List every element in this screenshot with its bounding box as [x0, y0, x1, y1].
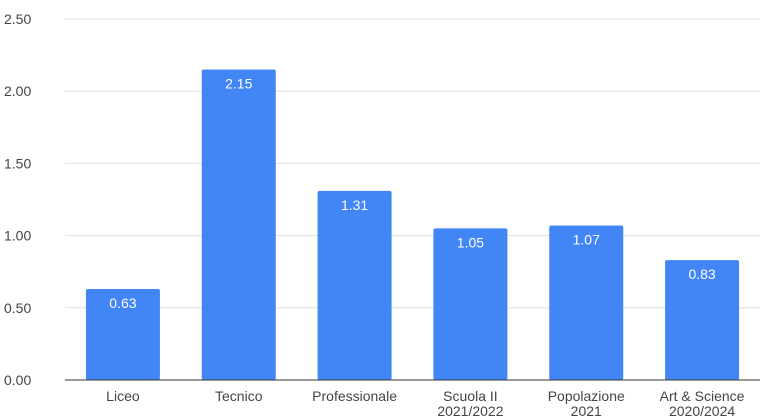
x-tick-label: Art & Science	[660, 388, 745, 404]
x-tick-label: 2020/2024	[669, 403, 735, 419]
bar	[549, 225, 624, 380]
y-axis-ticks: 0.00 0.50 1.00 1.50 2.00 2.50	[4, 11, 31, 388]
x-tick-label: 2021/2022	[437, 403, 503, 419]
x-tick-label: 2021	[571, 403, 602, 419]
data-labels: 0.63 2.15 1.31 1.05 1.07 0.83	[109, 76, 716, 311]
x-tick-label: Popolazione	[548, 388, 625, 404]
data-label: 2.15	[225, 76, 252, 92]
y-tick-label: 0.50	[4, 300, 31, 316]
data-label: 0.83	[688, 266, 715, 282]
gridlines	[65, 18, 760, 309]
y-tick-label: 1.00	[4, 228, 31, 244]
y-tick-label: 2.50	[4, 11, 31, 27]
y-tick-label: 2.00	[4, 83, 31, 99]
x-tick-label: Scuola II	[443, 388, 497, 404]
bar	[433, 228, 508, 380]
data-label: 1.05	[457, 234, 484, 250]
data-label: 0.63	[109, 295, 136, 311]
bar	[85, 289, 160, 380]
x-axis-ticks: Liceo Tecnico Professionale Scuola II2021/2…	[106, 388, 745, 419]
data-label: 1.07	[573, 231, 600, 247]
x-tick-label: Tecnico	[215, 388, 263, 404]
bar	[665, 260, 740, 380]
bar	[317, 190, 392, 380]
data-label: 1.31	[341, 197, 368, 213]
bars	[85, 69, 740, 380]
x-tick-label: Professionale	[312, 388, 397, 404]
y-tick-label: 1.50	[4, 155, 31, 171]
y-tick-label: 0.00	[4, 372, 31, 388]
bar	[201, 69, 276, 380]
x-tick-label: Liceo	[106, 388, 140, 404]
